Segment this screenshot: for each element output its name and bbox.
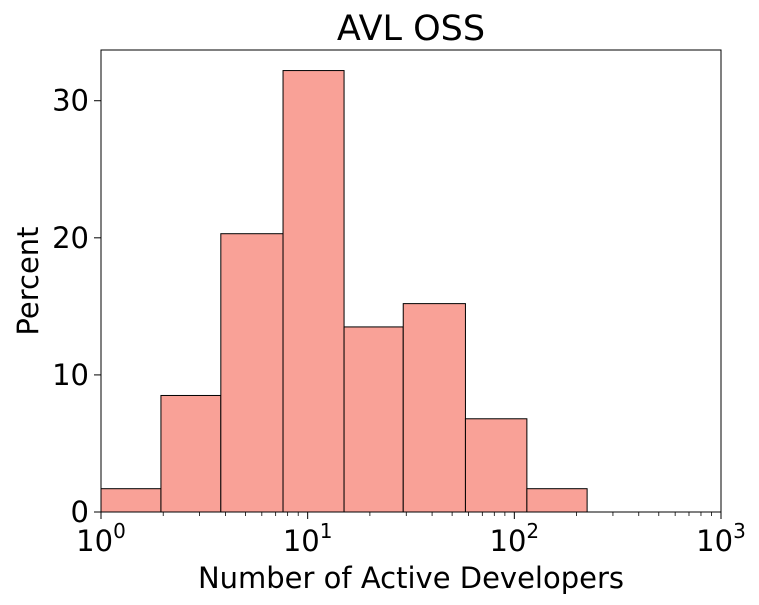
histogram-bar-0	[100, 488, 162, 513]
histogram-bar-4	[343, 326, 404, 513]
y-tick-label: 10	[52, 358, 89, 392]
bars-group	[100, 70, 588, 513]
histogram-bar-5	[402, 303, 466, 513]
x-tick-base: 10	[696, 524, 733, 558]
y-tick-label: 20	[52, 221, 89, 255]
histogram-bar-3	[282, 70, 345, 513]
x-axis-ticks: 100 101 102 103	[76, 512, 746, 558]
x-tick-label: 103	[696, 519, 746, 558]
chart-title: AVL OSS	[337, 9, 485, 49]
histogram-bar-2	[220, 233, 284, 513]
x-tick-exponent: 3	[733, 519, 746, 543]
y-axis-ticks: 0 10 20 30	[52, 84, 101, 529]
y-tick-label: 30	[52, 84, 89, 118]
histogram-bar-1	[160, 394, 222, 513]
y-axis-label: Percent	[11, 226, 45, 335]
x-tick-base: 10	[283, 524, 320, 558]
x-tick-base: 10	[76, 524, 113, 558]
x-tick-label: 100	[76, 519, 126, 558]
x-tick-label: 101	[283, 519, 333, 558]
x-tick-exponent: 2	[526, 519, 539, 543]
x-tick-exponent: 0	[113, 519, 126, 543]
y-tick-label: 0	[71, 495, 89, 529]
histogram-bar-6	[464, 418, 528, 513]
x-tick-label: 102	[490, 519, 540, 558]
histogram-bar-7	[526, 488, 588, 513]
x-tick-exponent: 1	[320, 519, 333, 543]
x-tick-base: 10	[490, 524, 527, 558]
x-axis-label: Number of Active Developers	[198, 561, 624, 595]
plot-frame	[100, 49, 722, 513]
